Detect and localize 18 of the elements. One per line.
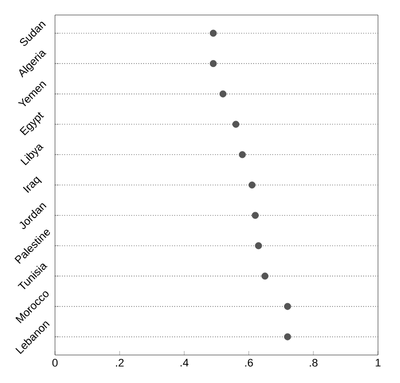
- point: [252, 212, 259, 219]
- point: [238, 151, 246, 158]
- x-tick-label: .8: [310, 358, 318, 367]
- point: [255, 242, 262, 250]
- point: [210, 60, 217, 68]
- x-tick-label: .6: [245, 358, 253, 367]
- point: [248, 182, 256, 188]
- point: [284, 333, 292, 340]
- x-tick-label: .4: [180, 358, 188, 366]
- x-tick-label: 1: [376, 358, 381, 366]
- point: [284, 302, 292, 310]
- point: [219, 90, 226, 98]
- x-tick-label: 0: [52, 358, 58, 367]
- x-tick-label: .2: [116, 358, 124, 367]
- point: [261, 272, 268, 280]
- point: [232, 120, 240, 128]
- point: [210, 30, 217, 37]
- y-tick-label: Iraq: [22, 176, 42, 193]
